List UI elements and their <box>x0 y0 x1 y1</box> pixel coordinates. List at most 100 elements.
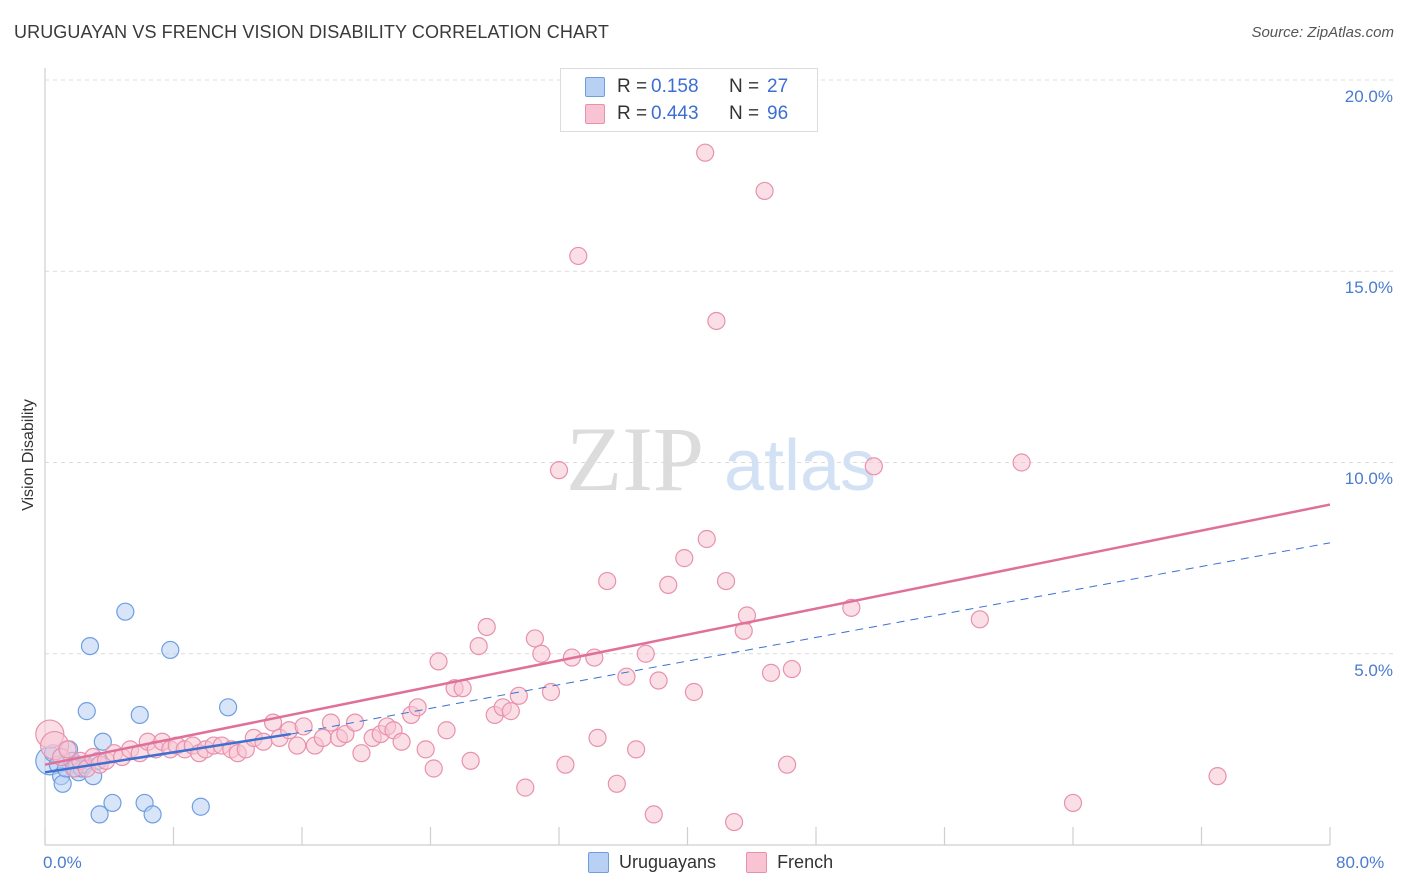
y-tick-label: 20.0% <box>1344 87 1393 106</box>
stats-legend: R = 0.158 N = 27 R = 0.443 N = 96 <box>560 68 818 132</box>
axes <box>44 68 1331 846</box>
n-label: N = <box>729 76 760 97</box>
uruguayan-point <box>219 698 238 717</box>
uruguayan-point <box>116 602 135 621</box>
french-point <box>408 698 427 717</box>
french-point <box>1063 793 1083 813</box>
french-point <box>607 774 626 793</box>
uruguayan-point <box>53 774 72 793</box>
uruguayan-point <box>93 732 112 751</box>
x-tick-label: 0.0% <box>43 853 82 872</box>
french-point <box>345 713 365 732</box>
french-swatch <box>585 104 605 124</box>
french-point <box>626 740 646 759</box>
r-label: R = <box>617 76 648 97</box>
french-point <box>970 610 989 629</box>
french-point <box>659 575 678 595</box>
chart-title: URUGUAYAN VS FRENCH VISION DISABILITY CO… <box>14 22 609 42</box>
y-axis-label: Vision Disability <box>20 399 37 511</box>
watermark-atlas: atlas <box>724 426 876 506</box>
source-label: Source: ZipAtlas.com <box>1251 24 1394 41</box>
uruguayans-legend-label: Uruguayans <box>619 852 717 872</box>
r-value: 0.158 <box>651 76 699 97</box>
french-point <box>777 755 797 774</box>
french-point <box>58 740 77 759</box>
french-point <box>684 682 704 702</box>
french-point <box>288 736 307 755</box>
french-point <box>864 457 883 476</box>
watermark: ZIP atlas <box>566 408 876 510</box>
french-point <box>716 571 736 591</box>
french-point <box>737 606 757 625</box>
french-point <box>392 732 411 751</box>
french-point <box>649 671 668 690</box>
french-point <box>724 812 744 832</box>
french-point <box>429 652 448 671</box>
french-point <box>321 713 341 732</box>
french-point <box>644 805 663 824</box>
french-point <box>1208 767 1227 786</box>
french-point <box>437 721 456 740</box>
r-label: R = <box>617 103 648 124</box>
french-point <box>461 751 480 770</box>
y-tick-label: 15.0% <box>1344 278 1393 297</box>
watermark-zip: ZIP <box>566 408 704 510</box>
uruguayan-point <box>103 793 122 813</box>
n-value: 96 <box>767 103 789 124</box>
legend-row-uruguayans: R = 0.158 N = 27 <box>585 75 788 99</box>
french-point <box>697 529 716 549</box>
french-point <box>469 636 488 656</box>
french-point <box>509 686 528 705</box>
uruguayan-point <box>90 805 109 824</box>
french-point <box>501 702 520 721</box>
series-legend: Uruguayans French <box>588 852 863 873</box>
legend-row-french: R = 0.443 N = 96 <box>585 102 788 126</box>
french-point <box>416 740 435 759</box>
legend-item-french[interactable]: French <box>746 852 833 873</box>
r-value: 0.443 <box>651 103 699 124</box>
french-point <box>675 549 694 568</box>
uruguayan-point <box>143 805 162 824</box>
y-tick-label: 5.0% <box>1354 661 1393 680</box>
french-legend-swatch <box>746 852 768 873</box>
french-point <box>424 759 443 778</box>
french-point <box>525 629 545 648</box>
french-point <box>782 659 802 679</box>
x-tick-label: 80.0% <box>1336 853 1385 872</box>
legend-item-uruguayans[interactable]: Uruguayans <box>588 852 716 873</box>
french-legend-label: French <box>777 852 834 872</box>
uruguayan-point <box>77 702 96 721</box>
uruguayan-point <box>130 705 149 725</box>
french-point <box>696 143 715 162</box>
french-point <box>477 617 496 637</box>
french-point <box>254 732 273 751</box>
uruguayans-legend-swatch <box>588 852 609 873</box>
french-point <box>549 461 569 480</box>
french-point <box>556 755 575 774</box>
french-point <box>598 571 617 591</box>
french-point <box>617 667 636 686</box>
uruguayan-point <box>191 797 210 816</box>
french-point <box>636 644 655 663</box>
french-point <box>761 663 781 682</box>
french-trend-line <box>44 503 1331 766</box>
data-points <box>35 143 1227 832</box>
french-point <box>588 728 607 748</box>
uruguayan-trend-dashed <box>290 542 1331 735</box>
french-point <box>532 644 551 663</box>
french-point <box>842 598 861 617</box>
uruguayan-point <box>80 636 100 656</box>
trend-lines <box>44 503 1331 774</box>
french-point <box>313 728 332 748</box>
french-point <box>755 181 774 201</box>
french-point <box>541 682 561 702</box>
french-point <box>352 744 371 763</box>
y-tick-label: 10.0% <box>1344 469 1393 488</box>
uruguayan-point <box>161 640 180 660</box>
french-point <box>516 778 535 797</box>
uruguayans-swatch <box>585 77 605 97</box>
french-point <box>1012 453 1031 472</box>
french-point <box>569 246 588 266</box>
n-label: N = <box>729 103 760 124</box>
